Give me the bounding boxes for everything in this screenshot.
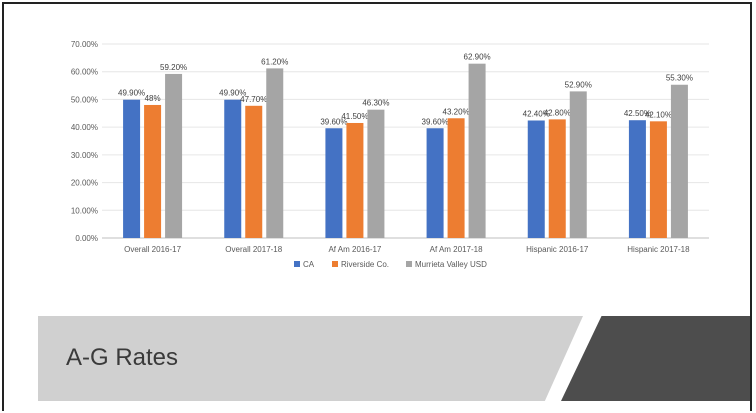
bar — [548, 119, 566, 238]
data-label: 55.30% — [666, 74, 693, 83]
bar — [447, 118, 465, 238]
bar — [426, 128, 444, 238]
bar — [266, 68, 284, 238]
data-label: 39.60% — [320, 117, 347, 126]
bar — [670, 84, 688, 239]
data-label: 59.20% — [160, 63, 187, 72]
data-label: 52.90% — [565, 80, 592, 89]
legend-label: Murrieta Valley USD — [415, 260, 487, 269]
data-label: 46.30% — [362, 99, 389, 108]
y-tick-label: 60.00% — [71, 68, 98, 77]
data-label: 39.60% — [422, 117, 449, 126]
x-tick-label: Overall 2016-17 — [124, 245, 181, 254]
x-tick-label: Hispanic 2017-18 — [627, 245, 690, 254]
x-tick-label: Af Am 2017-18 — [430, 245, 483, 254]
bar — [346, 122, 364, 238]
x-tick-label: Overall 2017-18 — [225, 245, 282, 254]
x-tick-label: Af Am 2016-17 — [328, 245, 381, 254]
bar-chart: 0.00% 10.00% 20.00% 30.00% 40.00% 50.00% 60.00… — [71, 40, 709, 269]
bar — [123, 99, 141, 238]
data-label: 41.50% — [341, 112, 368, 121]
y-tick-label: 50.00% — [71, 95, 98, 104]
data-label: 47.70% — [240, 95, 267, 104]
bar — [144, 104, 162, 238]
data-label: 42.80% — [544, 108, 571, 117]
slide-title: A-G Rates — [66, 344, 179, 371]
data-label: 42.50% — [624, 109, 651, 118]
bar — [245, 105, 263, 238]
data-label: 49.90% — [118, 89, 145, 98]
data-label: 48% — [145, 94, 161, 103]
bar — [367, 109, 385, 238]
bar — [325, 128, 343, 238]
y-tick-label: 40.00% — [71, 123, 98, 132]
y-tick-label: 70.00% — [71, 40, 98, 49]
data-label: 49.90% — [219, 89, 246, 98]
bar — [649, 121, 667, 238]
title-banner: A-G Rates — [38, 316, 750, 401]
legend-label: Riverside Co. — [341, 260, 389, 269]
bar — [224, 99, 242, 238]
y-tick-label: 0.00% — [75, 234, 98, 243]
data-label: 42.40% — [523, 109, 550, 118]
y-tick-label: 10.00% — [71, 206, 98, 215]
legend-swatch — [332, 261, 338, 267]
legend-swatch — [406, 261, 412, 267]
data-label: 62.90% — [464, 53, 491, 62]
bar — [468, 63, 486, 239]
x-tick-label: Hispanic 2016-17 — [526, 245, 589, 254]
data-label: 61.20% — [261, 57, 288, 66]
legend-swatch — [294, 261, 300, 267]
data-label: 43.20% — [443, 107, 470, 116]
legend-label: CA — [303, 260, 315, 269]
data-label: 42.10% — [645, 110, 672, 119]
banner-dark-shape — [561, 316, 750, 401]
bar — [628, 120, 646, 238]
bar — [569, 91, 587, 239]
bar — [527, 120, 545, 238]
banner-light-shape — [38, 316, 583, 401]
bar — [165, 73, 183, 238]
y-tick-label: 20.00% — [71, 179, 98, 188]
y-tick-label: 30.00% — [71, 151, 98, 160]
